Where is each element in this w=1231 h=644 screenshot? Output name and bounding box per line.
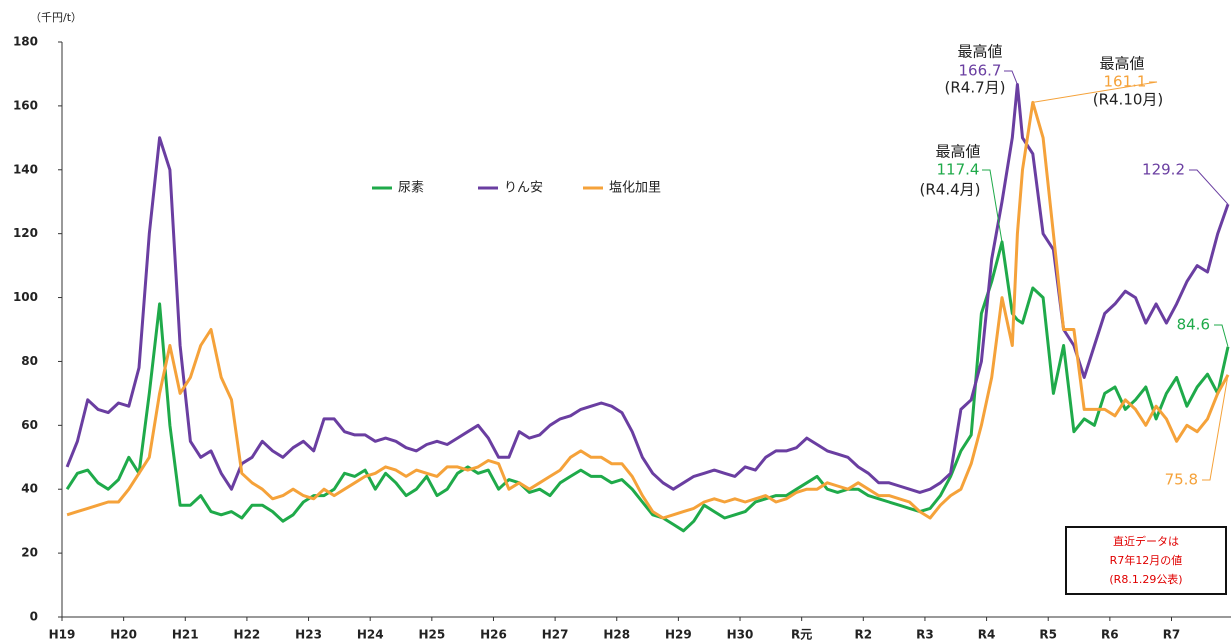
value-label: 84.6 — [1177, 316, 1210, 334]
y-tick-label: 180 — [13, 35, 38, 49]
leader-line — [1032, 81, 1158, 103]
series-line — [65, 83, 1230, 494]
y-tick-label: 20 — [21, 546, 38, 560]
annotation-date: (R4.7月) — [945, 79, 1006, 97]
x-tick-label: H24 — [357, 628, 384, 642]
series-line — [66, 100, 1230, 520]
annotation-date: (R4.4月) — [920, 181, 981, 199]
leader-line — [1004, 70, 1018, 85]
y-axis-label: （千円/t） — [30, 11, 82, 24]
leader-line — [982, 169, 1003, 243]
legend-label: 塩化加里 — [609, 181, 661, 196]
x-tick-label: R元 — [791, 628, 812, 642]
leader-line — [1202, 374, 1229, 481]
note-line: 直近データは — [1113, 534, 1179, 548]
legend-label: りん安 — [504, 181, 543, 196]
x-tick-label: H25 — [418, 628, 445, 642]
x-tick-label: R3 — [916, 628, 934, 642]
x-tick-label: H19 — [49, 628, 76, 642]
x-tick-label: H23 — [295, 628, 322, 642]
y-tick-label: 80 — [21, 354, 38, 368]
annotation-date: (R4.10月) — [1093, 91, 1164, 109]
annotation-title: 最高値 — [935, 143, 980, 161]
y-tick-label: 60 — [21, 418, 38, 432]
y-tick-label: 40 — [21, 482, 38, 496]
y-tick-label: 140 — [13, 162, 38, 176]
annotation-title: 最高値 — [957, 43, 1002, 61]
value-label: 129.2 — [1142, 161, 1185, 179]
value-label: 166.7 — [959, 62, 1002, 80]
note-line: (R8.1.29公表) — [1109, 572, 1182, 586]
note-line: R7年12月の値 — [1110, 553, 1183, 567]
leader-line — [1189, 169, 1229, 205]
value-label: 75.8 — [1165, 471, 1198, 489]
x-tick-label: H28 — [603, 628, 630, 642]
x-tick-label: H20 — [110, 628, 137, 642]
x-tick-label: H22 — [234, 628, 261, 642]
legend-label: 尿素 — [398, 181, 424, 196]
x-tick-label: R7 — [1163, 628, 1181, 642]
x-tick-label: H29 — [665, 628, 692, 642]
x-tick-label: H26 — [480, 628, 507, 642]
y-tick-label: 160 — [13, 98, 38, 112]
y-tick-label: 120 — [13, 226, 38, 240]
x-tick-label: R6 — [1101, 628, 1119, 642]
y-tick-label: 100 — [13, 290, 38, 304]
x-tick-label: H27 — [542, 628, 569, 642]
series-line — [65, 240, 1230, 533]
note-box — [1065, 526, 1227, 595]
x-tick-label: H30 — [727, 628, 754, 642]
value-label: 161.1 — [1104, 73, 1147, 91]
y-tick-label: 0 — [30, 610, 38, 624]
x-tick-label: R5 — [1039, 628, 1057, 642]
x-tick-label: R2 — [855, 628, 873, 642]
leader-line — [1214, 324, 1229, 347]
annotation-title: 最高値 — [1099, 55, 1144, 73]
value-label: 117.4 — [937, 161, 980, 179]
x-tick-label: H21 — [172, 628, 199, 642]
x-tick-label: R4 — [978, 628, 996, 642]
